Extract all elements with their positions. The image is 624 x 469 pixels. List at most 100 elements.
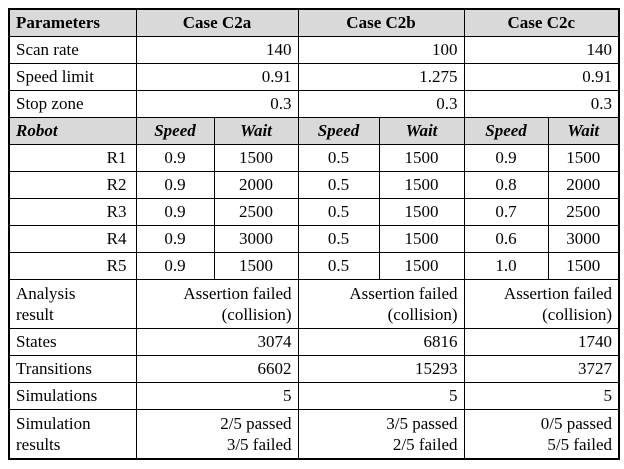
speed-cell-c2c: 0.7 [463, 198, 549, 226]
speed-cell-c2b: 0.5 [297, 198, 380, 226]
robot-row-r3: R3 0.9 2500 0.5 1500 0.7 2500 [8, 198, 620, 226]
analysis-label-line1: Analysis [16, 284, 76, 303]
stat-value-c2b-cell: 5 [297, 382, 465, 410]
analysis-value-line1: Assertion failed [349, 284, 458, 303]
param-label-cell: Speed limit [8, 63, 137, 91]
param-value-c2a-cell: 0.3 [135, 90, 299, 118]
sim-results-label-cell: Simulation results [8, 409, 137, 460]
analysis-value-line1: Assertion failed [183, 284, 292, 303]
analysis-result-row: Analysis result Assertion failed (collis… [8, 279, 620, 329]
speed-header-c2c-cell: Speed [463, 117, 549, 145]
wait-cell-c2a: 2500 [213, 198, 299, 226]
speed-cell-c2c: 1.0 [463, 252, 549, 280]
wait-cell-c2b: 1500 [378, 252, 465, 280]
speed-cell-c2b: 0.5 [297, 171, 380, 199]
speed-cell-c2a: 0.9 [135, 198, 215, 226]
wait-cell-c2a: 3000 [213, 225, 299, 253]
speed-cell-c2b: 0.5 [297, 225, 380, 253]
speed-cell-c2b: 0.5 [297, 252, 380, 280]
stat-row-transitions: Transitions 6602 15293 3727 [8, 355, 620, 383]
stat-row-simulations: Simulations 5 5 5 [8, 382, 620, 410]
simulation-results-row: Simulation results 2/5 passed 3/5 failed… [8, 409, 620, 460]
wait-cell-c2c: 1500 [547, 144, 620, 172]
param-value-c2b-cell: 100 [297, 36, 465, 64]
wait-header-c2b-cell: Wait [378, 117, 465, 145]
sim-results-passed-line: 2/5 passed [220, 414, 292, 433]
analysis-value-line2: (collision) [542, 305, 613, 324]
param-label-cell: Scan rate [8, 36, 137, 64]
stat-label-cell: Transitions [8, 355, 137, 383]
robot-id-cell: R5 [8, 252, 137, 280]
sim-results-failed-line: 3/5 failed [226, 435, 292, 454]
speed-cell-c2c: 0.6 [463, 225, 549, 253]
wait-cell-c2c: 3000 [547, 225, 620, 253]
wait-cell-c2b: 1500 [378, 225, 465, 253]
sim-results-label-line2: results [16, 435, 61, 454]
wait-cell-c2a: 1500 [213, 252, 299, 280]
param-value-c2c-cell: 0.91 [463, 63, 620, 91]
param-row-scan-rate: Scan rate 140 100 140 [8, 36, 620, 64]
param-row-stop-zone: Stop zone 0.3 0.3 0.3 [8, 90, 620, 118]
analysis-value-line2: (collision) [387, 305, 458, 324]
analysis-label-cell: Analysis result [8, 279, 137, 329]
wait-cell-c2b: 1500 [378, 144, 465, 172]
robot-header-row: Robot Speed Wait Speed Wait Speed Wait [8, 117, 620, 145]
stat-value-c2c-cell: 1740 [463, 328, 620, 356]
wait-cell-c2b: 1500 [378, 198, 465, 226]
analysis-label-line2: result [16, 305, 54, 324]
robot-row-r5: R5 0.9 1500 0.5 1500 1.0 1500 [8, 252, 620, 280]
speed-cell-c2a: 0.9 [135, 171, 215, 199]
param-value-c2a-cell: 0.91 [135, 63, 299, 91]
header-row: Parameters Case C2a Case C2b Case C2c [8, 8, 620, 37]
stat-value-c2c-cell: 5 [463, 382, 620, 410]
param-value-c2c-cell: 140 [463, 36, 620, 64]
speed-cell-c2b: 0.5 [297, 144, 380, 172]
robot-id-cell: R1 [8, 144, 137, 172]
stat-value-c2b-cell: 15293 [297, 355, 465, 383]
stat-value-c2a-cell: 3074 [135, 328, 299, 356]
wait-cell-c2a: 2000 [213, 171, 299, 199]
analysis-value-c2b-cell: Assertion failed (collision) [297, 279, 465, 329]
robot-header-label-cell: Robot [8, 117, 137, 145]
sim-results-value-c2c-cell: 0/5 passed 5/5 failed [463, 409, 620, 460]
header-case-c2a-cell: Case C2a [135, 8, 299, 37]
speed-header-c2a-cell: Speed [135, 117, 215, 145]
sim-results-failed-line: 2/5 failed [392, 435, 458, 454]
robot-id-cell: R2 [8, 171, 137, 199]
results-table: Parameters Case C2a Case C2b Case C2c Sc… [8, 8, 621, 460]
analysis-value-c2a-cell: Assertion failed (collision) [135, 279, 299, 329]
param-value-c2c-cell: 0.3 [463, 90, 620, 118]
wait-cell-c2c: 1500 [547, 252, 620, 280]
header-parameters-cell: Parameters [8, 8, 137, 37]
analysis-value-line2: (collision) [221, 305, 292, 324]
param-value-c2b-cell: 0.3 [297, 90, 465, 118]
speed-cell-c2a: 0.9 [135, 144, 215, 172]
stat-row-states: States 3074 6816 1740 [8, 328, 620, 356]
param-value-c2a-cell: 140 [135, 36, 299, 64]
sim-results-value-c2b-cell: 3/5 passed 2/5 failed [297, 409, 465, 460]
wait-header-c2c-cell: Wait [547, 117, 620, 145]
robot-row-r2: R2 0.9 2000 0.5 1500 0.8 2000 [8, 171, 620, 199]
speed-cell-c2a: 0.9 [135, 225, 215, 253]
wait-cell-c2a: 1500 [213, 144, 299, 172]
header-case-c2c-cell: Case C2c [463, 8, 620, 37]
sim-results-passed-line: 3/5 passed [386, 414, 458, 433]
stat-value-c2a-cell: 5 [135, 382, 299, 410]
header-case-c2b-cell: Case C2b [297, 8, 465, 37]
sim-results-passed-line: 0/5 passed [540, 414, 613, 433]
wait-cell-c2b: 1500 [378, 171, 465, 199]
wait-cell-c2c: 2500 [547, 198, 620, 226]
wait-cell-c2c: 2000 [547, 171, 620, 199]
speed-cell-c2a: 0.9 [135, 252, 215, 280]
stat-value-c2a-cell: 6602 [135, 355, 299, 383]
analysis-value-c2c-cell: Assertion failed (collision) [463, 279, 620, 329]
param-value-c2b-cell: 1.275 [297, 63, 465, 91]
speed-cell-c2c: 0.8 [463, 171, 549, 199]
sim-results-value-c2a-cell: 2/5 passed 3/5 failed [135, 409, 299, 460]
stat-value-c2b-cell: 6816 [297, 328, 465, 356]
stat-label-cell: States [8, 328, 137, 356]
speed-cell-c2c: 0.9 [463, 144, 549, 172]
stat-label-cell: Simulations [8, 382, 137, 410]
speed-header-c2b-cell: Speed [297, 117, 380, 145]
analysis-value-line1: Assertion failed [503, 284, 613, 303]
